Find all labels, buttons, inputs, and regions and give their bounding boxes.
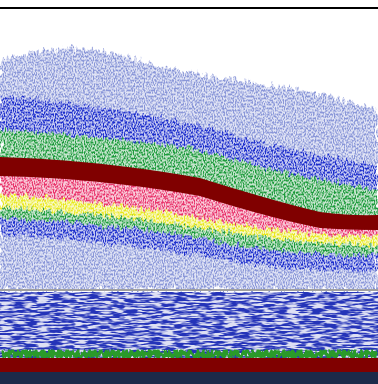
lower-green bbox=[0, 350, 378, 358]
lower-bottom bbox=[0, 358, 378, 372]
top-bar bbox=[0, 0, 378, 8]
lower-streaks bbox=[0, 292, 378, 358]
footer-bar bbox=[0, 372, 378, 384]
echogram-screen bbox=[0, 0, 378, 384]
